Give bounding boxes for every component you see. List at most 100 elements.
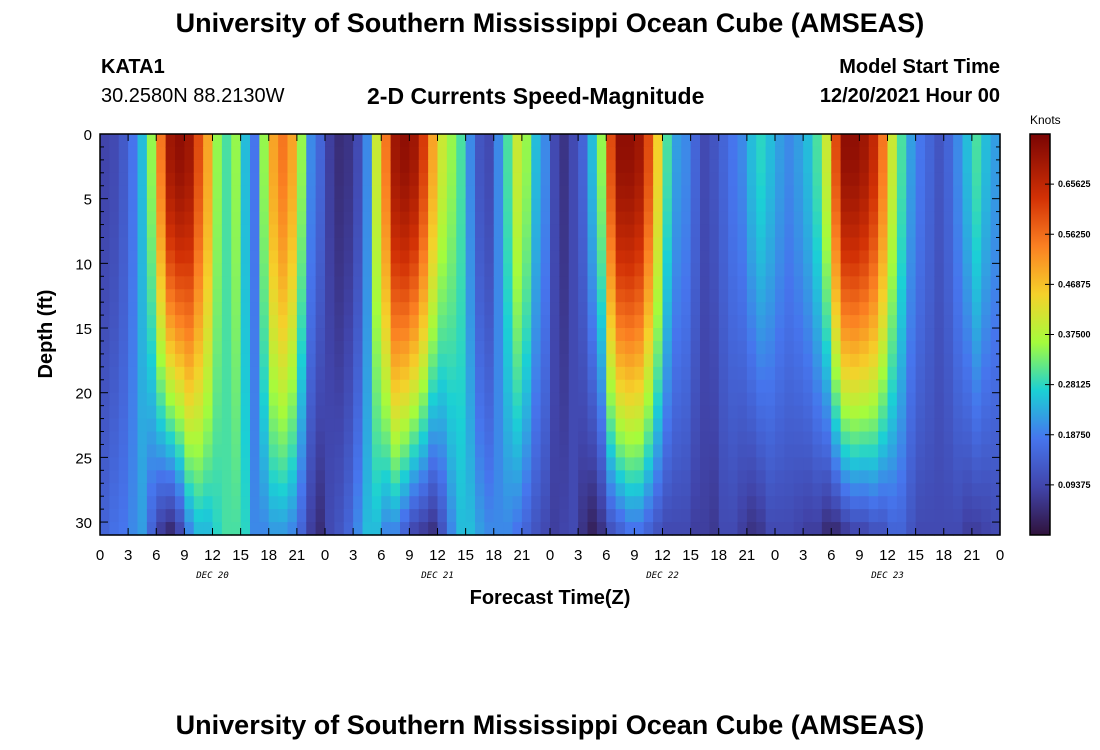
heat-cell [756, 237, 767, 252]
heat-cell [915, 159, 926, 174]
heat-cell [840, 353, 851, 368]
heat-cell [765, 328, 776, 342]
heat-cell [231, 470, 242, 484]
heat-cell [568, 146, 579, 161]
heat-cell [428, 418, 439, 433]
heat-cell [353, 302, 364, 316]
heat-cell [456, 263, 467, 277]
heat-cell [109, 483, 120, 497]
heat-cell [128, 302, 139, 316]
heat-cell [456, 315, 467, 329]
heat-cell [540, 392, 551, 407]
heat-cell [296, 211, 307, 226]
heat-cell [662, 379, 673, 394]
heat-cell [259, 250, 270, 264]
heat-cell [625, 457, 635, 471]
heat-cell [409, 496, 420, 510]
heat-cell [596, 483, 607, 497]
heat-cell [981, 302, 992, 316]
heat-cell [409, 328, 420, 342]
y-tick-label: 0 [84, 127, 92, 144]
heat-cell [840, 302, 851, 316]
heat-cell [653, 276, 664, 290]
heat-cell [850, 198, 860, 213]
heat-cell [203, 405, 214, 420]
heat-cell [334, 211, 345, 226]
heat-cell [793, 134, 804, 148]
heat-cell [578, 172, 589, 187]
heat-cell [503, 276, 514, 290]
heat-cell [934, 457, 945, 471]
heat-cell [981, 185, 992, 200]
heat-cell [212, 366, 223, 381]
heat-cell [896, 470, 907, 484]
heat-cell [737, 392, 748, 407]
heat-cell [718, 198, 729, 213]
heat-cell [100, 289, 110, 303]
heat-cell [306, 340, 317, 355]
heat-cell [175, 444, 185, 458]
heat-cell [296, 134, 307, 148]
heat-cell [193, 431, 204, 446]
heat-cell [418, 366, 429, 381]
heat-cell [503, 496, 514, 510]
heat-cell [868, 405, 879, 420]
heat-cell [503, 159, 514, 174]
heat-cell [662, 224, 673, 239]
heat-cell [521, 134, 532, 148]
heat-cell [193, 159, 204, 174]
heat-cell [840, 431, 851, 446]
heat-cell [446, 470, 457, 484]
heat-cell [990, 496, 1001, 510]
heat-cell [643, 496, 654, 510]
heat-cell [231, 431, 242, 446]
heat-cell [634, 418, 645, 433]
heat-cell [137, 146, 148, 161]
heat-cell [587, 315, 598, 329]
heat-cell [400, 418, 410, 433]
heat-cell [840, 224, 851, 239]
heat-cell [606, 159, 617, 174]
heat-cell [831, 250, 842, 264]
heat-cell [662, 483, 673, 497]
heat-cell [906, 211, 917, 226]
heat-cell [475, 276, 485, 290]
heat-cell [128, 470, 139, 484]
day-label: DEC 21 [420, 571, 454, 581]
heat-cell [278, 444, 289, 458]
heat-cell [840, 315, 851, 329]
heat-cell [812, 522, 823, 536]
heat-cell [821, 418, 832, 433]
heat-cell [803, 353, 814, 368]
heat-cell [343, 134, 354, 148]
heat-cell [334, 431, 345, 446]
heat-cell [343, 289, 354, 303]
heat-cell [306, 444, 317, 458]
heat-cell [418, 250, 429, 264]
heat-cell [109, 496, 120, 510]
heat-cell [400, 457, 410, 471]
heat-cell [587, 328, 598, 342]
heat-cell [943, 457, 954, 471]
heat-cell [437, 159, 448, 174]
y-tick-label: 10 [75, 256, 92, 273]
heat-cell [934, 198, 945, 213]
heat-cell [146, 172, 157, 187]
heat-cell [634, 250, 645, 264]
heat-cell [615, 250, 626, 264]
heat-cell [353, 379, 364, 394]
heat-cell [221, 146, 232, 161]
heat-cell [746, 392, 757, 407]
heat-cell [165, 315, 176, 329]
heat-cell [587, 444, 598, 458]
heat-cell [100, 328, 110, 342]
heat-cell [475, 470, 485, 484]
heat-cell [840, 483, 851, 497]
heat-cell [165, 185, 176, 200]
heat-cell [943, 418, 954, 433]
heat-cell [700, 483, 710, 497]
heat-cell [709, 431, 720, 446]
heat-cell [512, 353, 523, 368]
heat-cell [634, 340, 645, 355]
heat-cell [568, 522, 579, 536]
